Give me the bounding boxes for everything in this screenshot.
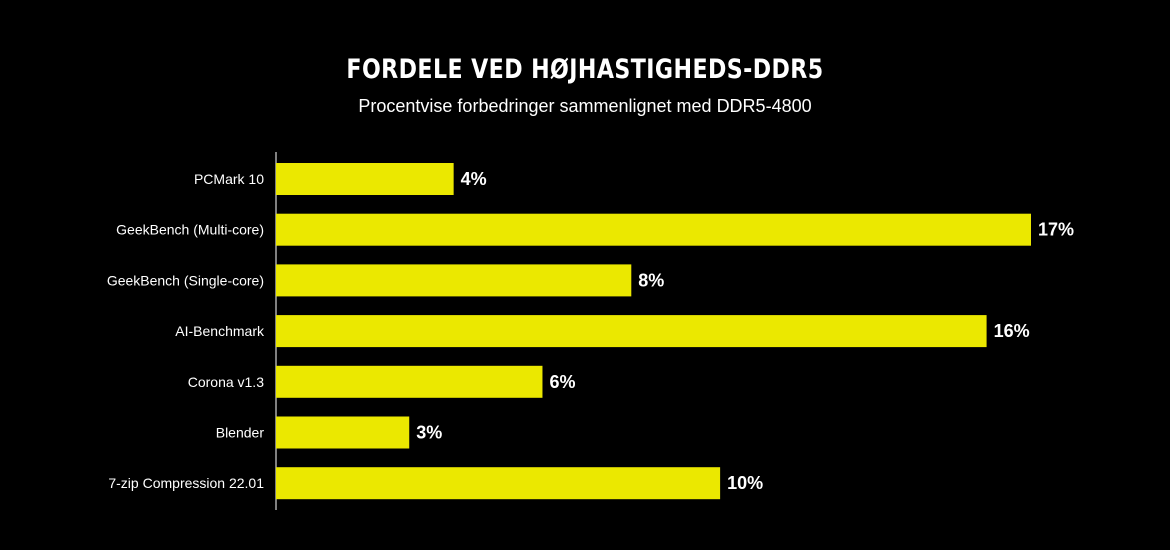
category-label-2: GeekBench (Multi-core): [116, 222, 264, 238]
bar-4: [276, 315, 987, 348]
value-label-2: 17%: [1038, 220, 1074, 240]
bar-1: [276, 163, 454, 195]
value-label-4: 16%: [994, 321, 1030, 341]
value-label-6: 3%: [416, 423, 442, 443]
category-label-1: PCMark 10: [194, 171, 264, 187]
value-label-1: 4%: [461, 169, 487, 189]
category-label-7: 7-zip Compression 22.01: [108, 475, 264, 491]
bar-6: [276, 416, 410, 449]
category-label-3: GeekBench (Single-core): [107, 272, 264, 288]
chart-title: FORDELE VED HØJHASTIGHEDS-DDR5: [346, 54, 824, 85]
bar-2: [276, 213, 1031, 246]
chart-subtitle: Procentvise forbedringer sammenlignet me…: [358, 96, 812, 116]
bar-5: [276, 365, 543, 398]
value-label-3: 8%: [638, 270, 664, 290]
value-label-7: 10%: [727, 473, 763, 493]
bars-group: PCMark 10 4% GeekBench (Multi-core) 17% Geek…: [107, 163, 1074, 500]
category-label-4: AI-Benchmark: [175, 323, 265, 339]
bar-3: [276, 264, 632, 297]
bar-7: [276, 467, 721, 500]
value-label-5: 6%: [549, 372, 575, 392]
category-label-5: Corona v1.3: [188, 374, 264, 390]
category-label-6: Blender: [216, 425, 265, 441]
